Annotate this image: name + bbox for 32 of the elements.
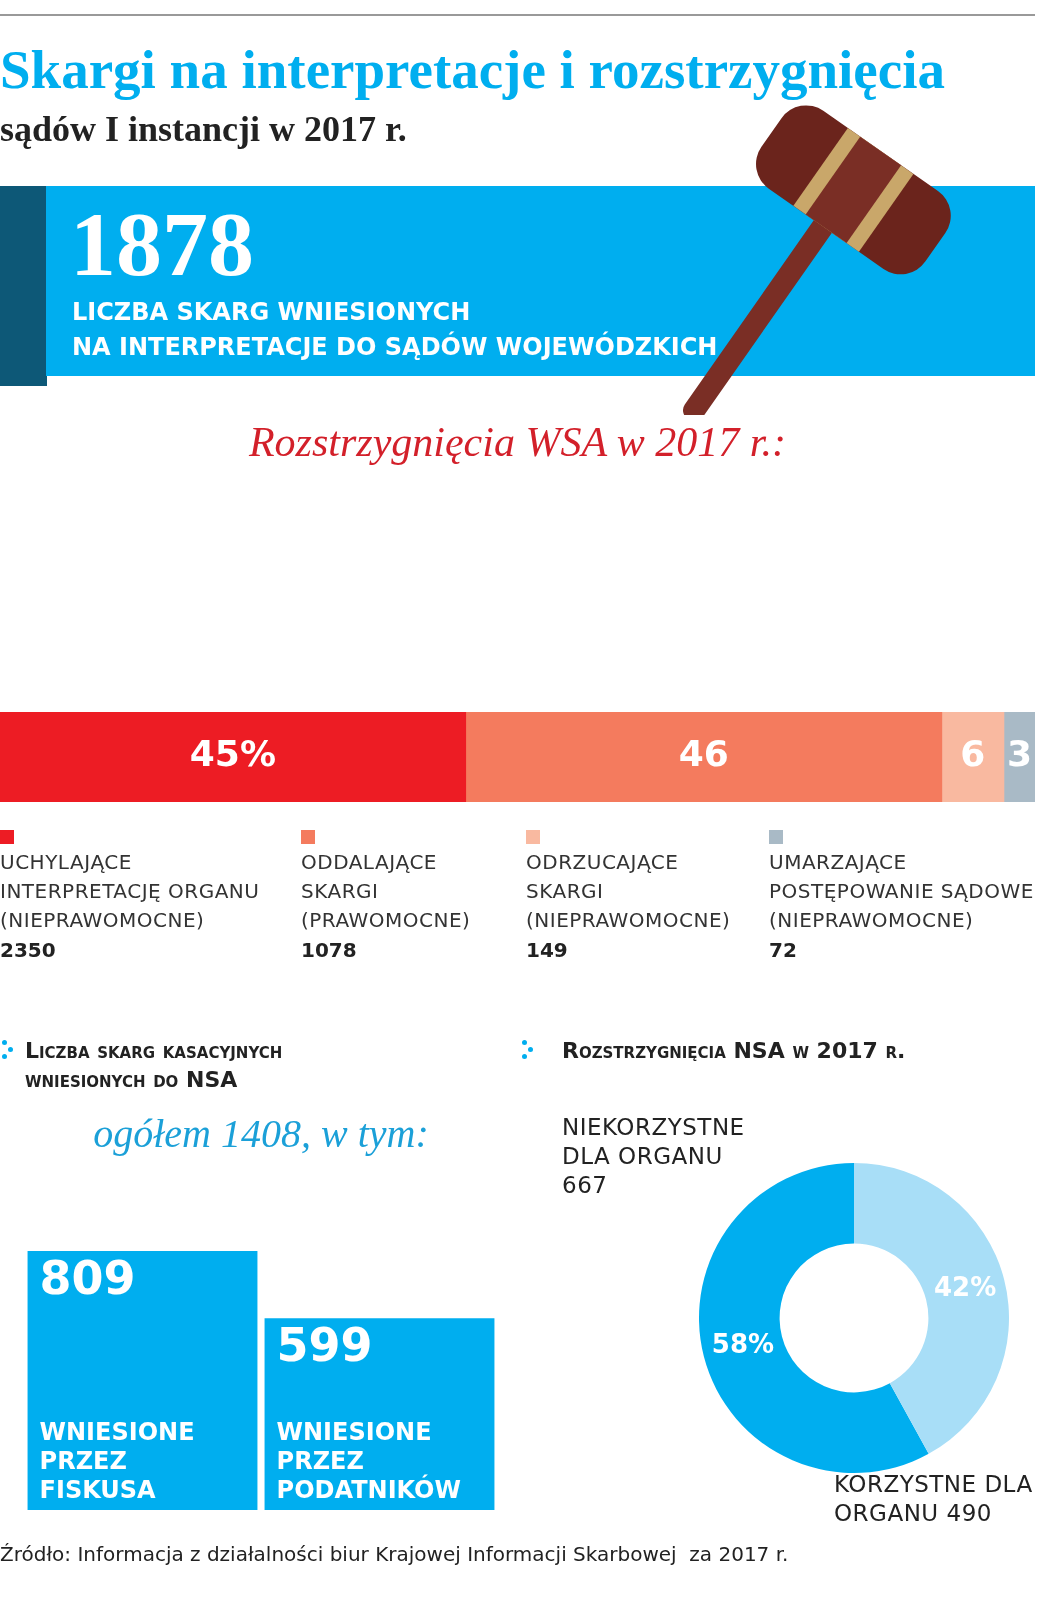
data-label: 46 — [678, 733, 729, 775]
legend-label: ODRZUCAJĄCE SKARGI (NIEPRAWOMOCNE) — [526, 849, 731, 934]
bar — [941, 712, 1005, 802]
chart-title: Rozstrzygnięcia WSA w 2017 r.: — [247, 418, 787, 466]
text: Skargi na interpretacje i rozstrzygnięcia — [0, 38, 945, 101]
data-label: 42% — [933, 1272, 997, 1303]
text: 1078 — [301, 938, 357, 962]
legend-label: ODDALAJĄCE SKARGI (PRAWOMOCNE) — [301, 849, 471, 934]
data-label: 58% — [711, 1329, 775, 1360]
x-tick-label: WNIESIONE PRZEZ PODATNIKÓW — [276, 1418, 461, 1504]
data-label: 3 — [1006, 733, 1033, 775]
legend-label: UCHYLAJĄCE INTERPRETACJĘ ORGANU (NIEPRAWOMOCNE) — [0, 849, 260, 934]
bar — [0, 712, 467, 802]
data-label: 599 — [276, 1318, 373, 1373]
chart-title: Rozstrzygnięcia NSA w 2017 r. — [562, 1037, 907, 1065]
text: 2350 — [0, 938, 56, 962]
slice-label: KORZYSTNE DLA ORGANU 490 — [834, 1471, 1033, 1526]
text: 72 — [769, 938, 797, 962]
data-label: 809 — [39, 1251, 136, 1306]
text: 149 — [526, 938, 568, 962]
x-tick-label: WNIESIONE PRZEZ FISKUSA — [39, 1418, 195, 1504]
bar — [465, 712, 943, 802]
text: 1878 — [70, 193, 254, 295]
chart-subtitle: ogółem 1408, w tym: — [92, 1110, 430, 1157]
legend-label: UMARZAJĄCE POSTĘPOWANIE SĄDOWE (NIEPRAWOMOCNE) — [769, 849, 1034, 934]
data-label: 6 — [960, 733, 986, 775]
chart-title: Liczba skarg kasacyjnych wniesionych do NSA — [25, 1037, 284, 1094]
data-label: 45% — [189, 733, 276, 775]
slice-label: NIEKORZYSTNE DLA ORGANU 667 — [562, 1114, 745, 1198]
text: Źródło: Informacja z działalności biur Krajowej Informacji Skarbowej za 2017 r. — [0, 1542, 789, 1566]
text: LICZBA SKARG WNIESIONYCH NA INTERPRETACJE DO SĄDÓW WOJEWÓDZKICH — [72, 297, 718, 363]
text: sądów I instancji w 2017 r. — [0, 108, 407, 150]
